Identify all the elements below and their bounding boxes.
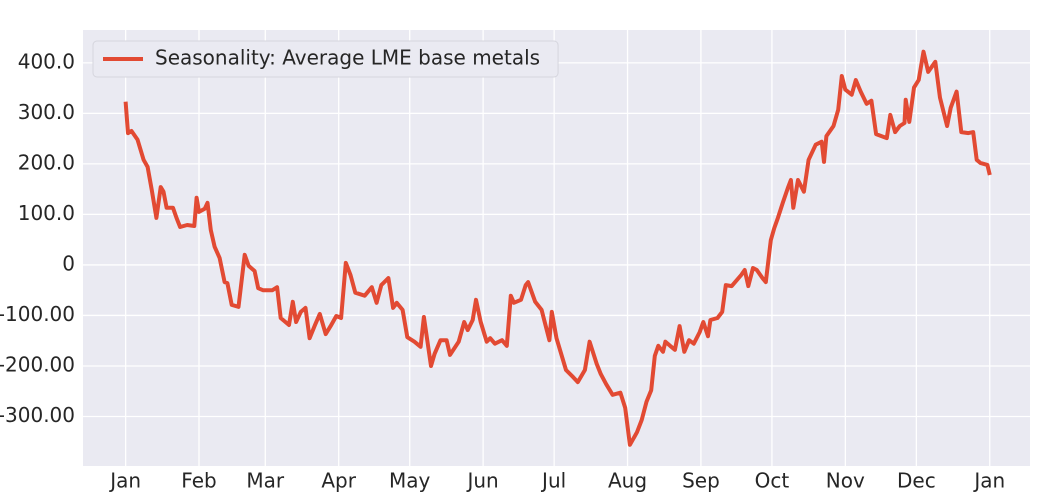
legend-label: Seasonality: Average LME base metals bbox=[155, 46, 540, 70]
x-tick-label: Sep bbox=[682, 469, 720, 493]
y-tick-label: -300.00 bbox=[0, 403, 75, 427]
y-tick-label: 400.0 bbox=[18, 49, 75, 73]
x-tick-label: Mar bbox=[246, 469, 285, 493]
series-line bbox=[123, 49, 992, 447]
y-tick-label: 300.0 bbox=[18, 100, 75, 124]
x-tick-label: Jul bbox=[540, 469, 566, 493]
plot-area bbox=[83, 30, 1030, 466]
y-tick-label: 0 bbox=[62, 251, 75, 275]
y-tick-label: -100.00 bbox=[0, 302, 75, 326]
x-tick-label: Oct bbox=[755, 469, 790, 493]
x-tick-label: Jan bbox=[972, 469, 1005, 493]
legend-box bbox=[92, 40, 559, 78]
x-tick-label: Aug bbox=[608, 469, 647, 493]
x-tick-label: May bbox=[389, 469, 431, 493]
x-tick-label: Apr bbox=[321, 469, 356, 493]
x-tick-label: Feb bbox=[181, 469, 216, 493]
y-tick-label: -200.00 bbox=[0, 352, 75, 376]
x-tick-label: Jun bbox=[465, 469, 498, 493]
y-tick-label: 200.0 bbox=[18, 150, 75, 174]
x-tick-label: Jan bbox=[108, 469, 141, 493]
x-tick-label: Dec bbox=[897, 469, 936, 493]
x-tick-label: Nov bbox=[826, 469, 865, 493]
y-tick-label: 100.0 bbox=[18, 201, 75, 225]
